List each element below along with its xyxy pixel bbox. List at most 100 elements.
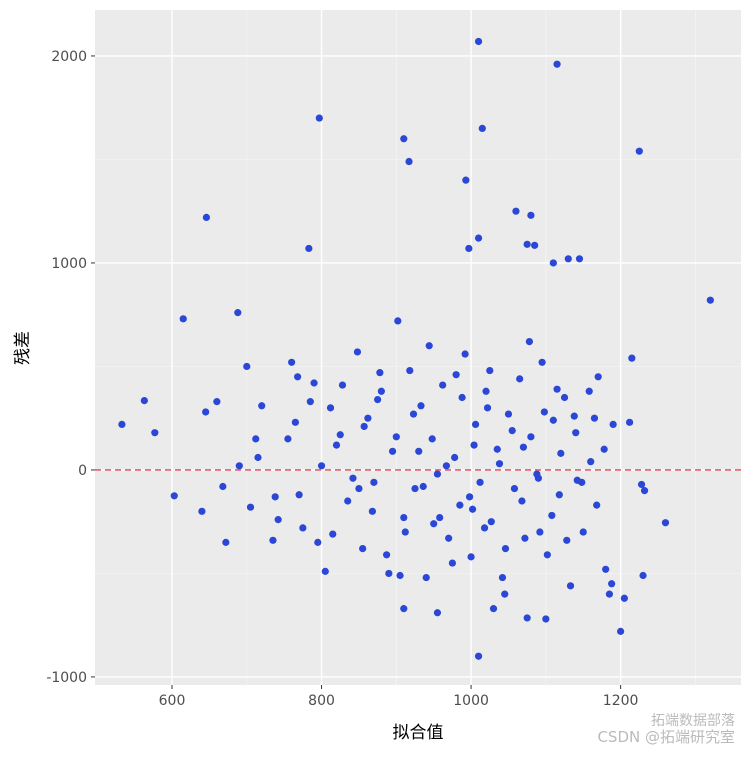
point	[566, 582, 575, 590]
point	[317, 462, 326, 470]
point	[140, 396, 148, 405]
point	[425, 342, 433, 350]
point	[336, 431, 344, 439]
point	[560, 393, 569, 402]
point	[540, 408, 548, 416]
point	[179, 315, 187, 323]
point	[118, 420, 126, 428]
y-tick-label: -1000	[46, 670, 87, 686]
point	[640, 487, 649, 495]
point	[400, 513, 408, 522]
point	[609, 420, 617, 428]
point	[521, 534, 529, 542]
point	[284, 435, 292, 443]
point	[471, 420, 480, 428]
point	[538, 358, 546, 366]
point	[518, 497, 526, 505]
point	[400, 135, 408, 143]
point	[326, 404, 335, 412]
point	[451, 453, 459, 462]
point	[291, 418, 299, 426]
point	[470, 441, 478, 449]
point	[252, 435, 260, 443]
point	[600, 445, 608, 453]
point	[219, 482, 227, 491]
point	[392, 433, 400, 441]
point	[411, 484, 419, 493]
point	[405, 157, 413, 166]
point	[436, 513, 444, 522]
y-tick-label: 1000	[51, 256, 87, 272]
point	[359, 544, 367, 553]
panel	[95, 10, 741, 685]
point	[417, 402, 425, 410]
point	[608, 580, 616, 588]
point	[338, 381, 347, 389]
point	[501, 590, 509, 598]
point	[635, 147, 643, 155]
point	[476, 478, 484, 486]
point	[549, 416, 557, 424]
point	[527, 211, 535, 219]
point	[374, 395, 382, 404]
point	[258, 402, 266, 410]
point	[456, 501, 464, 509]
point	[525, 338, 534, 346]
point	[474, 37, 483, 46]
point	[433, 470, 442, 478]
point	[617, 627, 625, 635]
point	[572, 429, 580, 437]
point	[495, 460, 504, 468]
point	[349, 474, 357, 482]
point	[198, 507, 206, 515]
point	[235, 462, 243, 470]
point	[467, 553, 475, 561]
point	[474, 234, 483, 242]
point	[563, 536, 571, 544]
point	[637, 480, 646, 489]
point	[170, 492, 178, 500]
point	[549, 259, 557, 267]
point	[243, 362, 251, 371]
point	[557, 449, 565, 457]
point	[510, 484, 519, 493]
point	[523, 614, 531, 622]
point	[483, 404, 492, 412]
point	[555, 491, 563, 499]
point	[202, 213, 211, 222]
point	[573, 476, 581, 484]
point	[321, 567, 329, 575]
point	[590, 414, 599, 422]
point	[353, 348, 362, 356]
point	[445, 534, 453, 542]
point	[368, 507, 376, 515]
point	[458, 393, 466, 402]
point	[482, 387, 490, 395]
point	[706, 296, 714, 304]
point	[593, 501, 601, 509]
point	[151, 429, 159, 437]
x-axis-label: 拟合值	[393, 723, 444, 743]
point	[564, 255, 572, 263]
point	[295, 491, 303, 499]
point	[394, 317, 402, 325]
point	[409, 410, 418, 418]
point	[355, 484, 363, 493]
point	[396, 571, 404, 580]
point	[462, 176, 470, 184]
point	[543, 551, 551, 559]
x-tick-label: 1200	[603, 693, 639, 709]
point	[306, 398, 314, 406]
point	[523, 240, 531, 248]
watermark: CSDN @拓端研究室	[597, 728, 735, 746]
point	[314, 538, 322, 546]
point	[202, 408, 210, 416]
point	[508, 427, 516, 435]
point	[570, 412, 578, 420]
x-tick-label: 1000	[453, 693, 489, 709]
point	[382, 551, 391, 559]
point	[315, 114, 323, 122]
y-tick-label: 0	[78, 463, 87, 479]
point	[428, 435, 436, 443]
